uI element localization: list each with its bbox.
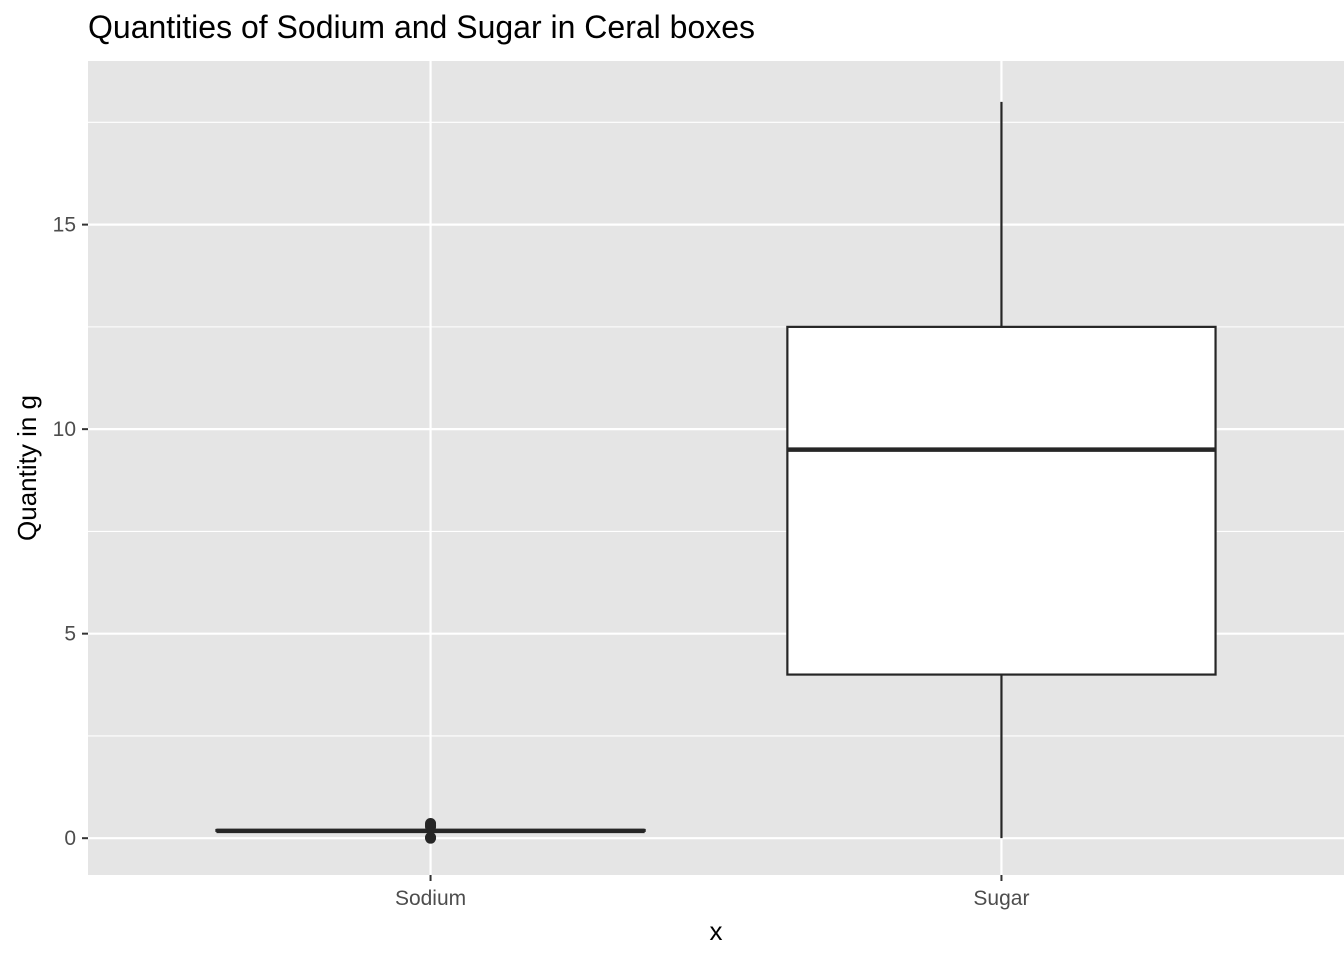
outlier-point <box>425 817 437 829</box>
y-tick-label: 15 <box>53 214 76 237</box>
x-tick-label: Sugar <box>973 887 1029 910</box>
outlier-point <box>425 831 437 843</box>
x-axis: Sodium Sugar <box>395 875 1029 910</box>
box-sugar <box>786 101 1217 839</box>
x-axis-title: x <box>710 916 723 946</box>
chart-title: Quantities of Sodium and Sugar in Ceral … <box>88 9 755 45</box>
y-axis: 0 5 10 15 <box>53 214 88 850</box>
y-axis-title: Quantity in g <box>12 395 42 541</box>
box-body <box>786 325 1217 676</box>
y-tick-label: 10 <box>53 418 76 441</box>
y-tick-label: 5 <box>64 623 76 646</box>
box-series <box>215 101 1217 844</box>
box-sodium <box>215 817 646 844</box>
y-tick-label: 0 <box>64 827 76 850</box>
x-tick-label: Sodium <box>395 887 466 910</box>
